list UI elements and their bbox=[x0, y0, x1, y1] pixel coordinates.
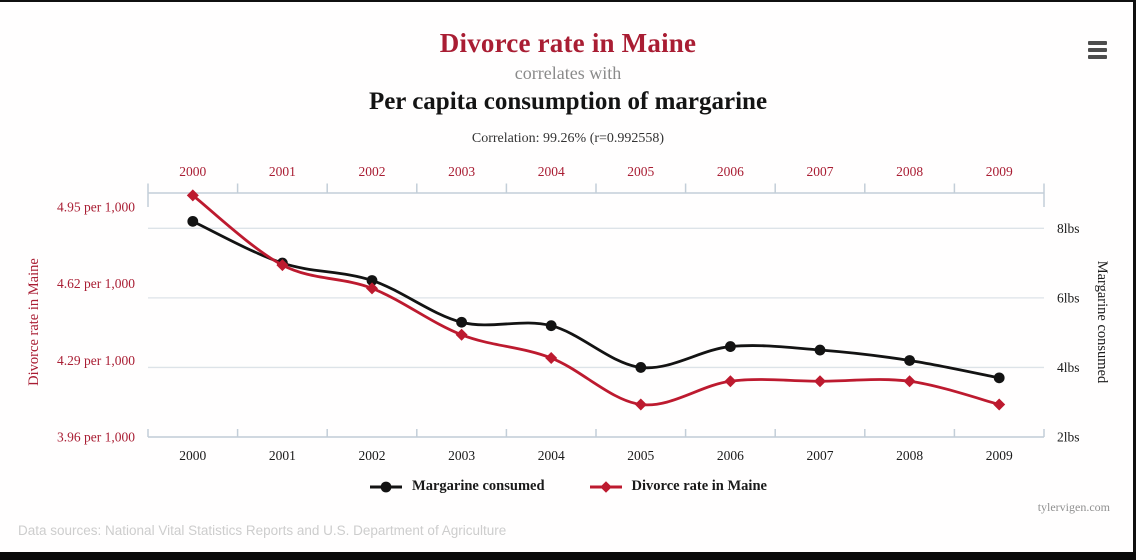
svg-text:2001: 2001 bbox=[269, 164, 296, 179]
secondary-title: Per capita consumption of margarine bbox=[368, 88, 768, 115]
svg-text:4.62 per 1,000: 4.62 per 1,000 bbox=[57, 276, 135, 291]
correlation-stat: Correlation: 99.26% (r=0.992558) bbox=[471, 131, 665, 146]
correlates-with-label: correlates with bbox=[514, 63, 622, 83]
svg-text:4.29 per 1,000: 4.29 per 1,000 bbox=[57, 353, 135, 368]
legend-marker-diamond-icon bbox=[589, 480, 622, 493]
svg-text:2005: 2005 bbox=[627, 448, 654, 463]
svg-text:2lbs: 2lbs bbox=[1057, 430, 1080, 445]
data-sources-note: Data sources: National Vital Statistics … bbox=[18, 523, 507, 538]
chart-area: 2000 2000 2001 2001 2002 2002 2003 2003 2004 2004… bbox=[0, 150, 1136, 480]
legend-label: Margarine consumed bbox=[412, 478, 545, 494]
primary-title: Divorce rate in Maine bbox=[439, 28, 697, 58]
svg-text:2008: 2008 bbox=[896, 448, 923, 463]
svg-text:Divorce rate in Maine: Divorce rate in Maine bbox=[26, 258, 42, 386]
svg-text:2008: 2008 bbox=[896, 164, 923, 179]
svg-text:6lbs: 6lbs bbox=[1057, 290, 1080, 305]
svg-text:2004: 2004 bbox=[538, 164, 565, 179]
svg-text:2003: 2003 bbox=[448, 164, 475, 179]
window-border-top bbox=[0, 0, 1136, 2]
svg-text:2003: 2003 bbox=[448, 448, 475, 463]
chart-legend: Margarine consumed Divorce rate in Maine bbox=[0, 478, 1136, 495]
svg-text:2009: 2009 bbox=[986, 164, 1013, 179]
svg-text:2009: 2009 bbox=[986, 448, 1013, 463]
svg-text:4.95 per 1,000: 4.95 per 1,000 bbox=[57, 200, 135, 215]
menu-bar bbox=[1088, 55, 1107, 59]
window-border-bottom bbox=[0, 552, 1136, 560]
legend-label: Divorce rate in Maine bbox=[631, 478, 767, 494]
svg-text:2001: 2001 bbox=[269, 448, 296, 463]
legend-marker-circle-icon bbox=[370, 481, 403, 492]
svg-text:8lbs: 8lbs bbox=[1057, 221, 1080, 236]
svg-text:Margarine consumed: Margarine consumed bbox=[1094, 261, 1110, 384]
window-border-right bbox=[1133, 0, 1136, 560]
svg-text:2002: 2002 bbox=[359, 448, 386, 463]
legend-item-margarine: Margarine consumed bbox=[369, 478, 545, 495]
menu-bar bbox=[1088, 48, 1107, 52]
svg-text:3.96 per 1,000: 3.96 per 1,000 bbox=[57, 430, 135, 445]
svg-text:2004: 2004 bbox=[538, 448, 565, 463]
svg-text:2006: 2006 bbox=[717, 164, 744, 179]
svg-text:2000: 2000 bbox=[179, 448, 206, 463]
svg-text:4lbs: 4lbs bbox=[1057, 360, 1080, 375]
svg-text:2000: 2000 bbox=[179, 164, 206, 179]
hamburger-menu-icon[interactable] bbox=[1088, 41, 1107, 59]
svg-text:2006: 2006 bbox=[717, 448, 744, 463]
legend-item-divorce: Divorce rate in Maine bbox=[589, 478, 767, 495]
correlation-chart: 2000 2000 2001 2001 2002 2002 2003 2003 2004 2004… bbox=[26, 164, 1110, 463]
site-watermark[interactable]: tylervigen.com bbox=[1037, 500, 1110, 514]
svg-text:2002: 2002 bbox=[359, 164, 386, 179]
menu-bar bbox=[1088, 41, 1107, 45]
svg-text:2007: 2007 bbox=[807, 448, 834, 463]
svg-text:2007: 2007 bbox=[807, 164, 834, 179]
svg-text:2005: 2005 bbox=[627, 164, 654, 179]
